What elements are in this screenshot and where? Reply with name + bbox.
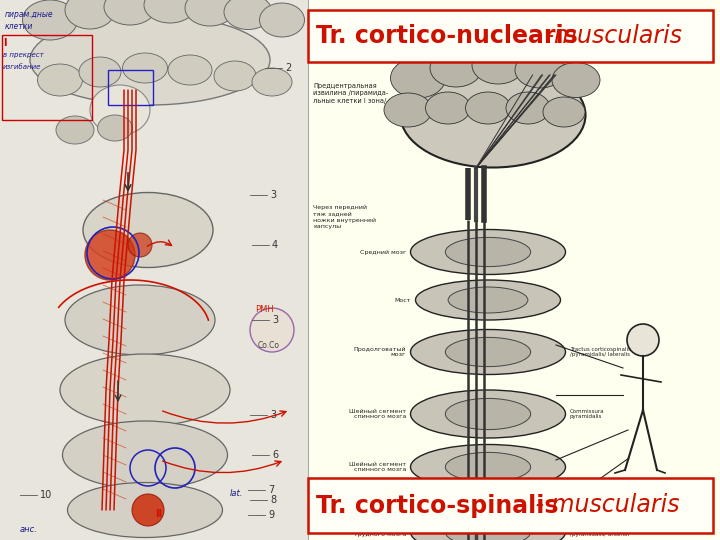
Circle shape xyxy=(627,324,659,356)
Ellipse shape xyxy=(410,230,565,274)
Ellipse shape xyxy=(185,0,235,26)
Ellipse shape xyxy=(400,63,585,167)
Ellipse shape xyxy=(472,46,524,84)
Ellipse shape xyxy=(506,92,550,124)
Ellipse shape xyxy=(22,0,78,40)
Ellipse shape xyxy=(446,338,531,367)
Ellipse shape xyxy=(144,0,196,23)
Ellipse shape xyxy=(446,238,531,267)
Ellipse shape xyxy=(63,421,228,489)
Text: Tr. cortico-spinalis: Tr. cortico-spinalis xyxy=(316,494,559,517)
Text: Tr. cortico-nuclearis: Tr. cortico-nuclearis xyxy=(316,24,577,48)
Text: Шейный сегмент
спинного мозга: Шейный сегмент спинного мозга xyxy=(349,462,406,472)
Ellipse shape xyxy=(60,354,230,426)
Ellipse shape xyxy=(384,93,432,127)
Text: Tractus corticospinalis
/pyramidalis/ anterior: Tractus corticospinalis /pyramidalis/ an… xyxy=(570,526,631,537)
Bar xyxy=(0,0,308,540)
Ellipse shape xyxy=(168,55,212,85)
Text: Tractus corticospinalis
/pyramidalis/ lateralis: Tractus corticospinalis /pyramidalis/ la… xyxy=(570,347,631,357)
Ellipse shape xyxy=(410,510,565,540)
Bar xyxy=(308,478,713,533)
Ellipse shape xyxy=(83,192,213,267)
Ellipse shape xyxy=(446,517,531,540)
Text: Продолговатый
мозг: Продолговатый мозг xyxy=(354,347,406,357)
Ellipse shape xyxy=(214,61,256,91)
Text: Предцентральная
извилина /пирамида-
льные клетки I зона/: Предцентральная извилина /пирамида- льны… xyxy=(313,83,388,104)
Ellipse shape xyxy=(37,64,83,96)
Bar xyxy=(308,10,713,62)
Text: Средний мозг: Средний мозг xyxy=(359,249,406,254)
Circle shape xyxy=(85,230,135,280)
Ellipse shape xyxy=(515,52,565,88)
Circle shape xyxy=(132,494,164,526)
Ellipse shape xyxy=(410,390,565,438)
Ellipse shape xyxy=(65,0,115,29)
Text: Через передний
тяж задней
ножки внутренней
капсулы: Через передний тяж задней ножки внутренн… xyxy=(313,205,376,229)
Ellipse shape xyxy=(122,53,168,83)
Text: пирам.дные: пирам.дные xyxy=(5,10,53,19)
Ellipse shape xyxy=(448,287,528,313)
Text: 6: 6 xyxy=(272,450,278,460)
Bar xyxy=(108,70,153,105)
Text: 3: 3 xyxy=(270,410,276,420)
Text: 8: 8 xyxy=(270,495,276,505)
Text: - muscularis: - muscularis xyxy=(528,494,680,517)
Text: Мост: Мост xyxy=(395,298,411,302)
Text: 7: 7 xyxy=(268,485,274,495)
Ellipse shape xyxy=(390,58,446,98)
Bar xyxy=(308,0,720,540)
Text: 9: 9 xyxy=(268,510,274,520)
Text: -muscularis: -muscularis xyxy=(538,24,682,48)
Ellipse shape xyxy=(68,483,222,537)
Ellipse shape xyxy=(415,280,560,320)
Ellipse shape xyxy=(426,92,470,124)
Ellipse shape xyxy=(259,3,305,37)
Ellipse shape xyxy=(97,115,132,141)
Ellipse shape xyxy=(79,57,121,87)
Ellipse shape xyxy=(446,453,531,482)
Ellipse shape xyxy=(466,92,510,124)
Text: Нижний сегмент
трудного мозга: Нижний сегмент трудного мозга xyxy=(350,526,406,537)
Ellipse shape xyxy=(252,68,292,96)
Text: lat.: lat. xyxy=(230,489,243,497)
Circle shape xyxy=(128,233,152,257)
Ellipse shape xyxy=(56,116,94,144)
Ellipse shape xyxy=(104,0,156,25)
Circle shape xyxy=(250,308,294,352)
Ellipse shape xyxy=(410,329,565,375)
Text: анс.: анс. xyxy=(20,525,38,535)
Text: 3: 3 xyxy=(272,315,278,325)
Text: Co.Co: Co.Co xyxy=(258,341,280,349)
Text: I: I xyxy=(3,38,6,48)
Text: 10: 10 xyxy=(40,490,53,500)
Ellipse shape xyxy=(446,399,531,430)
Text: 2: 2 xyxy=(285,63,292,73)
Text: в прекрест: в прекрест xyxy=(3,52,44,58)
Ellipse shape xyxy=(90,85,150,135)
Bar xyxy=(2,35,92,120)
Text: II: II xyxy=(155,509,162,519)
Ellipse shape xyxy=(430,49,482,87)
Ellipse shape xyxy=(65,285,215,355)
Text: Шейный сегмент
спинного мозга: Шейный сегмент спинного мозга xyxy=(349,409,406,420)
Ellipse shape xyxy=(30,15,270,105)
Text: РМН: РМН xyxy=(255,306,274,314)
Text: Commissura
pyramidalis: Commissura pyramidalis xyxy=(570,409,605,420)
Ellipse shape xyxy=(552,63,600,98)
Text: клетки: клетки xyxy=(5,22,33,31)
Text: 3: 3 xyxy=(270,190,276,200)
Ellipse shape xyxy=(224,0,272,30)
Ellipse shape xyxy=(543,97,585,127)
Ellipse shape xyxy=(410,444,565,489)
Text: изгибание: изгибание xyxy=(3,64,41,70)
Text: 4: 4 xyxy=(272,240,278,250)
